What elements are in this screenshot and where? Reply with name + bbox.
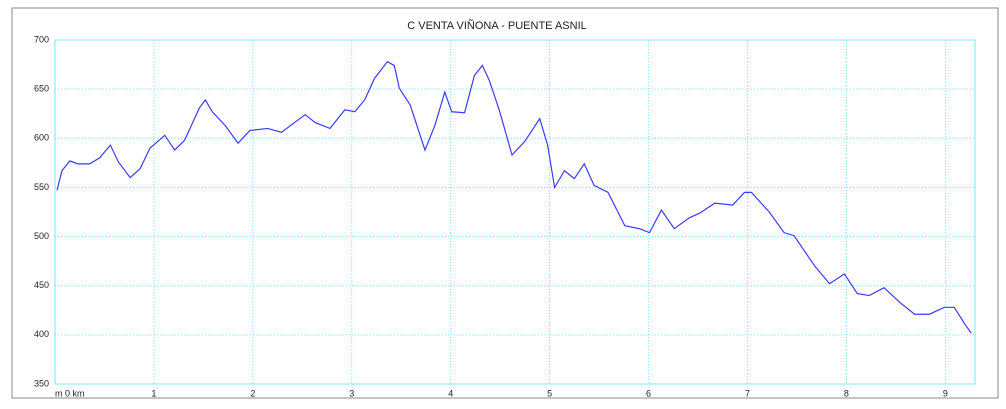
y-tick-label: 700 bbox=[34, 34, 49, 44]
elevation-line bbox=[56, 60, 972, 334]
x-tick-label: 1 bbox=[151, 388, 156, 398]
x-tick-label: 9 bbox=[943, 388, 948, 398]
x-tick-label: 5 bbox=[547, 388, 552, 398]
y-tick-label: 400 bbox=[34, 329, 49, 339]
y-tick-label: 550 bbox=[34, 182, 49, 192]
x-tick-label: 7 bbox=[745, 388, 750, 398]
y-tick-label: 600 bbox=[34, 133, 49, 143]
x-tick-label: 3 bbox=[349, 388, 354, 398]
y-tick-label: 450 bbox=[34, 280, 49, 290]
x-tick-label: 6 bbox=[646, 388, 651, 398]
x-tick-label: 2 bbox=[250, 388, 255, 398]
y-tick-label: 350 bbox=[34, 378, 49, 388]
x-tick-label: 4 bbox=[448, 388, 453, 398]
y-tick-label: 500 bbox=[34, 231, 49, 241]
panel bbox=[11, 7, 999, 399]
x-tick-label: m 0 km bbox=[55, 388, 85, 398]
x-tick-label: 8 bbox=[844, 388, 849, 398]
y-tick-label: 650 bbox=[34, 84, 49, 94]
chart-title: C VENTA VIÑONA - PUENTE ASNIL bbox=[407, 19, 587, 32]
